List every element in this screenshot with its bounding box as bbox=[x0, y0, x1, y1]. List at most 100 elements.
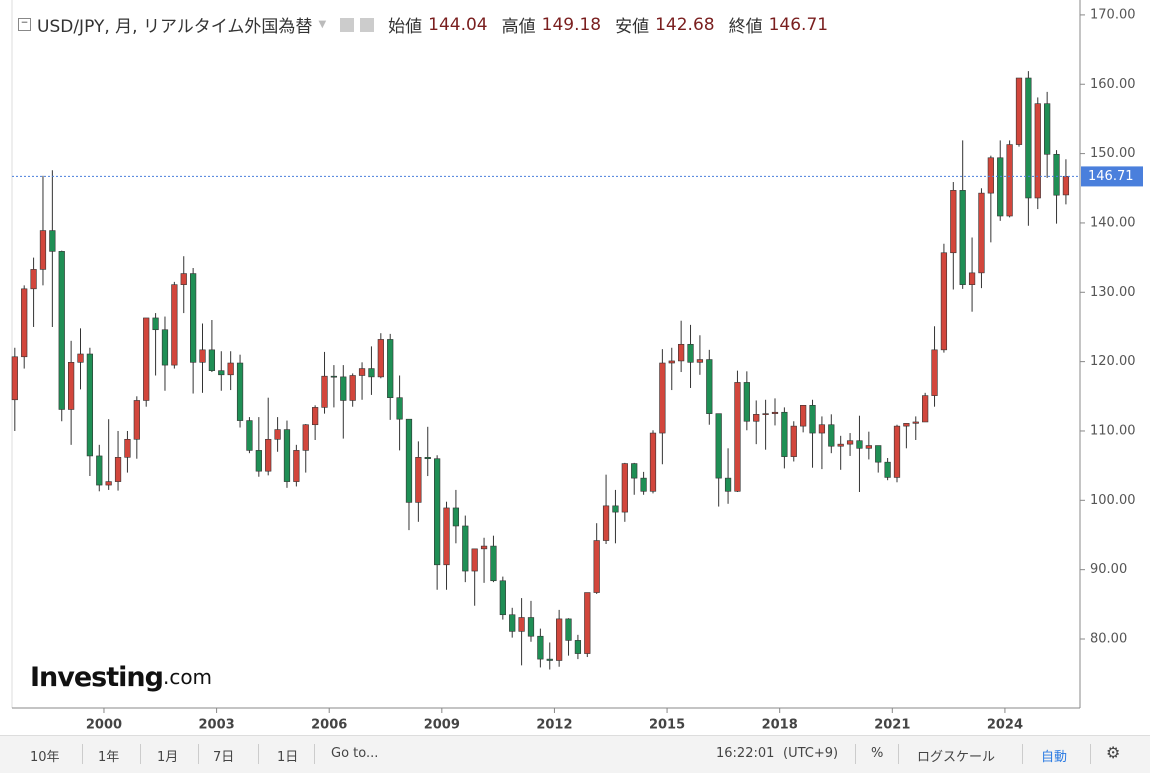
candle-body bbox=[227, 362, 234, 376]
candle-body bbox=[340, 376, 347, 401]
candle-body bbox=[405, 418, 413, 503]
candle-body bbox=[152, 317, 159, 331]
candle-body bbox=[218, 370, 225, 376]
open-value: 144.04 bbox=[428, 14, 488, 35]
candle-body bbox=[39, 230, 47, 270]
candle-body bbox=[715, 413, 722, 479]
candle-body bbox=[358, 368, 366, 376]
y-tick-label: 150.00 bbox=[1090, 146, 1136, 161]
candle-body bbox=[527, 617, 535, 637]
percent-button[interactable]: % bbox=[871, 746, 884, 761]
candle-body bbox=[1034, 103, 1041, 199]
candle-body bbox=[11, 356, 18, 401]
candle-body bbox=[68, 362, 75, 410]
log-scale-button[interactable]: ログスケール bbox=[917, 750, 996, 765]
candle-body bbox=[490, 545, 497, 582]
candle-body bbox=[86, 353, 94, 457]
candle-body bbox=[574, 640, 582, 654]
candle-body bbox=[199, 349, 206, 363]
candle-body bbox=[330, 375, 338, 378]
candle-body bbox=[818, 424, 826, 434]
y-tick-label: 90.00 bbox=[1090, 562, 1127, 577]
candle-body bbox=[649, 432, 657, 492]
timezone[interactable]: (UTC+9) bbox=[783, 746, 839, 761]
x-tick-label: 2000 bbox=[86, 718, 122, 733]
range-button[interactable]: 1日 bbox=[277, 750, 299, 765]
candle-body bbox=[462, 525, 469, 572]
logo: Investing.com bbox=[30, 662, 212, 693]
candle-body bbox=[828, 424, 835, 447]
y-tick-label: 130.00 bbox=[1090, 285, 1136, 300]
candle-body bbox=[509, 614, 516, 632]
candle-body bbox=[903, 423, 910, 427]
candle-body bbox=[912, 421, 919, 424]
candle-body bbox=[1015, 77, 1023, 145]
candle-body bbox=[274, 429, 281, 440]
candle-body bbox=[415, 457, 422, 503]
candle-body bbox=[1053, 153, 1060, 196]
candle-body bbox=[893, 425, 901, 478]
candle-body bbox=[1062, 176, 1070, 196]
candle-body bbox=[190, 273, 197, 363]
candle-body bbox=[631, 463, 638, 479]
candle-body bbox=[518, 617, 525, 632]
range-button[interactable]: 1月 bbox=[157, 750, 179, 765]
y-tick-label: 140.00 bbox=[1090, 215, 1136, 230]
y-tick-label: 100.00 bbox=[1090, 493, 1136, 508]
settings-icon[interactable] bbox=[360, 17, 375, 32]
candle-body bbox=[593, 540, 600, 593]
candle-body bbox=[987, 157, 994, 194]
candle-body bbox=[790, 425, 797, 457]
x-tick-label: 2009 bbox=[424, 718, 460, 733]
candle-body bbox=[30, 269, 37, 290]
candle-body bbox=[180, 273, 187, 285]
range-button[interactable]: 1年 bbox=[98, 750, 120, 765]
candle-body bbox=[302, 424, 309, 451]
dropdown[interactable]: ▼ bbox=[318, 19, 327, 30]
candle-body bbox=[565, 618, 572, 641]
collapse-icon[interactable]: − bbox=[18, 18, 31, 31]
candle-body bbox=[1044, 103, 1051, 155]
auto-button[interactable]: 自動 bbox=[1041, 750, 1068, 765]
candle-body bbox=[1006, 144, 1013, 217]
y-tick-label: 120.00 bbox=[1090, 354, 1136, 369]
candle-body bbox=[283, 429, 291, 482]
candle-body bbox=[762, 413, 769, 415]
candle-body bbox=[96, 455, 103, 486]
candle-body bbox=[837, 443, 844, 447]
x-tick-label: 2015 bbox=[649, 718, 685, 733]
candle-body bbox=[471, 548, 478, 572]
candle-body bbox=[978, 192, 985, 274]
candle-body bbox=[377, 339, 384, 378]
candle-body bbox=[546, 658, 553, 661]
high-label: 高値 bbox=[501, 17, 536, 37]
candle-body bbox=[49, 230, 56, 252]
candle-body bbox=[846, 440, 854, 445]
x-tick-label: 2021 bbox=[874, 718, 910, 733]
low-value: 142.68 bbox=[655, 14, 715, 35]
range-button[interactable]: 10年 bbox=[30, 750, 60, 765]
candle-body bbox=[480, 545, 488, 550]
toolbar: 10年 1年 1月 7日 1日 Go to... 16:22:01 (UTC+9… bbox=[0, 735, 1150, 773]
time: 16:22:01 bbox=[716, 746, 775, 761]
candle-body bbox=[236, 362, 244, 421]
candle-body bbox=[499, 580, 506, 616]
y-tick-label: 110.00 bbox=[1090, 423, 1136, 438]
settings-button[interactable]: ⚙ bbox=[1106, 743, 1121, 762]
candle-body bbox=[800, 405, 807, 427]
candle-body bbox=[161, 329, 169, 366]
eye-icon[interactable] bbox=[340, 17, 355, 32]
goto-button[interactable]: Go to... bbox=[331, 746, 379, 761]
close-label: 終値 bbox=[728, 17, 763, 37]
candle-body bbox=[1025, 77, 1032, 199]
open-label: 始値 bbox=[388, 17, 423, 37]
range-button[interactable]: 7日 bbox=[213, 750, 235, 765]
candle-body bbox=[321, 375, 328, 408]
candle-body bbox=[612, 505, 619, 513]
candle-body bbox=[434, 458, 441, 566]
candle-body bbox=[856, 440, 863, 449]
close-value: 146.71 bbox=[768, 14, 829, 35]
candle-body bbox=[537, 635, 544, 660]
candle-body bbox=[884, 461, 891, 478]
candle-body bbox=[349, 375, 356, 401]
